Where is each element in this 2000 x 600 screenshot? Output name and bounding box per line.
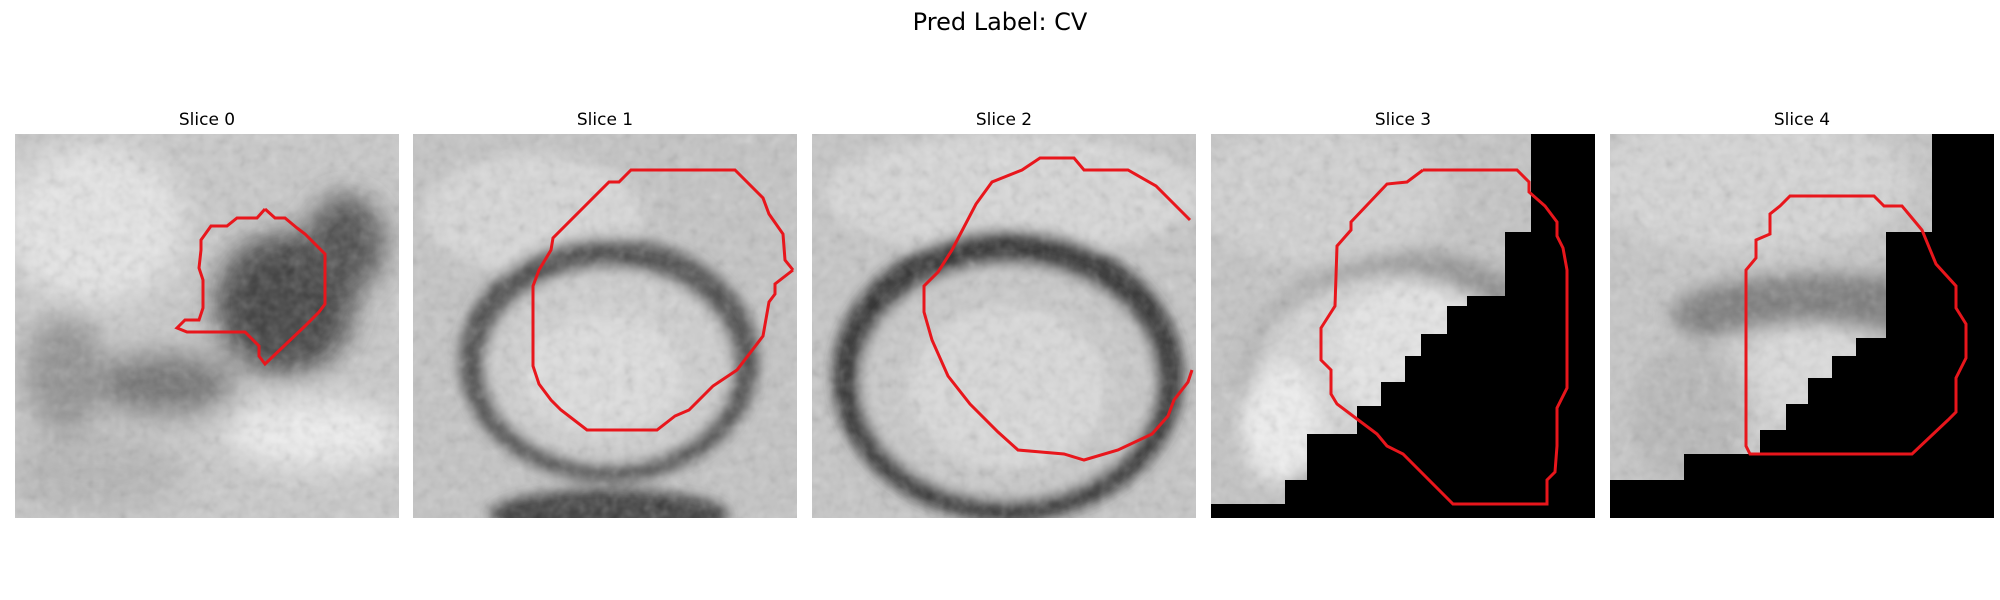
slice-title-2: Slice 2 (975, 110, 1033, 130)
slice-panel-4: Slice 4 (1610, 108, 1994, 520)
slice-title-1: Slice 1 (576, 110, 634, 130)
slice-image-4 (1610, 134, 1994, 518)
slice-image-1 (413, 134, 797, 518)
slice-image-0 (15, 134, 399, 518)
slice-image-2 (812, 134, 1196, 518)
mask-region-3 (1211, 134, 1595, 518)
slice-title-0: Slice 0 (178, 110, 236, 130)
slice-image-3 (1211, 134, 1595, 518)
slice-panel-0: Slice 0 (15, 108, 399, 520)
slice-title-3: Slice 3 (1374, 110, 1432, 130)
figure-title: Pred Label: CV (912, 8, 1088, 36)
slice-panel-2: Slice 2 (812, 108, 1196, 520)
slice-panel-1: Slice 1 (413, 108, 797, 520)
slice-title-4: Slice 4 (1773, 110, 1831, 130)
mask-region-4 (1610, 134, 1994, 518)
slice-panel-3: Slice 3 (1211, 108, 1595, 520)
